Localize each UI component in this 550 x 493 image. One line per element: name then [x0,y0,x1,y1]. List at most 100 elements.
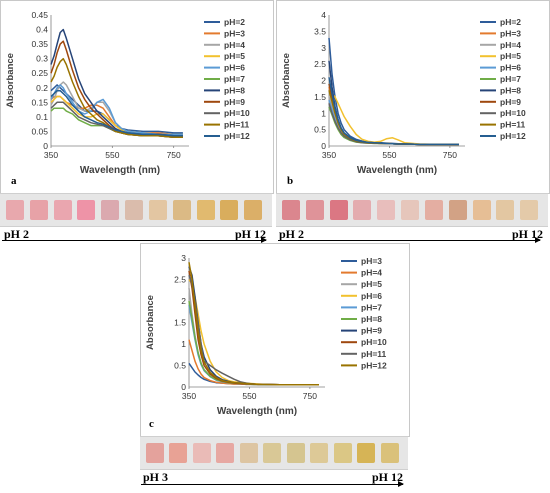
y-tick-label: 4 [321,10,326,20]
legend-label: pH=8 [224,85,245,95]
legend-label: pH=4 [500,40,521,50]
series-line-ph-9 [188,266,319,386]
film-swatch [329,200,348,220]
film-swatch [305,200,324,220]
series-line-ph-8 [50,28,183,137]
y-tick-label: 0 [181,382,186,392]
legend-label: pH=6 [224,63,245,73]
panel-letter: c [149,418,154,430]
legend-label: pH=8 [500,85,521,95]
film-swatch [424,200,443,220]
legend-label: pH=5 [500,51,521,61]
film-swatch [380,443,399,463]
legend-label: pH=8 [361,314,382,324]
y-tick-label: 1.5 [314,92,326,102]
y-tick-label: 2.5 [314,59,326,69]
film-swatch [169,443,188,463]
x-axis-label: Wavelength (nm) [80,165,160,176]
y-tick-label: 0.35 [31,39,48,49]
y-tick-label: 0.15 [31,97,48,107]
film-swatch [77,200,96,220]
film-swatch [353,200,372,220]
y-tick-label: 0.2 [36,83,48,93]
x-tick-label: 550 [382,150,396,160]
panel-letter: a [11,175,17,187]
x-tick-label: 550 [105,150,119,160]
y-tick-label: 2.5 [174,275,186,285]
legend-label: pH=5 [361,279,382,289]
y-tick-label: 1 [321,108,326,118]
series-line-ph-12 [188,262,319,386]
legend-label: pH=7 [224,74,245,84]
strip-b-start-label: pH 2 [279,227,305,241]
legend-label: pH=6 [361,291,382,301]
film-swatch [192,443,211,463]
film-strip-c [140,436,408,470]
film-swatch [310,443,329,463]
film-swatch [148,200,167,220]
y-tick-label: 0.3 [36,54,48,64]
series-line-ph-12 [50,89,183,137]
legend-label: pH=10 [500,108,526,118]
legend-label: pH=12 [361,360,387,370]
legend-label: pH=12 [500,131,526,141]
legend-label: pH=6 [500,63,521,73]
legend-label: pH=10 [361,337,387,347]
y-tick-label: 3 [181,253,186,263]
film-swatch [125,200,144,220]
film-swatch [286,443,305,463]
strip-a-start-label: pH 2 [4,227,30,241]
film-swatch [401,200,420,220]
film-swatch [172,200,191,220]
film-swatch [496,200,515,220]
legend-label: pH=12 [224,131,250,141]
x-tick-label: 750 [443,150,457,160]
y-tick-label: 0.1 [36,112,48,122]
strip-a-arrow [2,237,267,243]
film-swatch [53,200,72,220]
legend-label: pH=4 [361,268,382,278]
y-tick-label: 0.25 [31,68,48,78]
film-swatch [6,200,24,220]
strip-c-end-label: pH 12 [372,470,404,484]
x-tick-label: 350 [44,150,58,160]
chart-b-svg: 0 0.5 1 1.5 2 2.5 3 3.5 4 350 550 750 Wavelength (nm… [281,10,526,187]
x-tick-label: 750 [303,391,317,401]
legend-label: pH=3 [224,28,245,38]
strip-a-end-label: pH 12 [235,227,267,241]
film-swatch [282,200,300,220]
x-tick-label: 750 [167,150,181,160]
legend-label: pH=9 [500,97,521,107]
chart-c-svg: 0 0.5 1 1.5 2 2.5 3 350 550 750 Wavelength (nm) Abs… [145,253,387,430]
x-axis-label: Wavelength (nm) [217,406,297,417]
film-swatch [244,200,263,220]
legend-label: pH=11 [500,120,526,130]
legend-label: pH=9 [361,326,382,336]
film-swatch [220,200,239,220]
legend-label: pH=7 [500,74,521,84]
x-tick-label: 550 [242,391,256,401]
y-tick-label: 3.5 [314,26,326,36]
film-strip-a [0,193,272,227]
x-tick-label: 350 [182,391,196,401]
legend-label: pH=3 [361,256,382,266]
y-tick-label: 2 [321,76,326,86]
y-tick-label: 0.5 [174,361,186,371]
y-tick-label: 0.45 [31,10,48,20]
legend-label: pH=9 [224,97,245,107]
chart-panel-b: 0 0.5 1 1.5 2 2.5 3 3.5 4 350 550 750 Wavelength (nm… [276,0,550,194]
film-swatch [196,200,215,220]
film-swatch [239,443,258,463]
film-swatch [357,443,376,463]
strip-c-arrow [141,481,404,487]
y-tick-label: 1 [181,339,186,349]
film-swatch [216,443,235,463]
legend-label: pH=11 [224,120,250,130]
chart-a-svg: 0 0.05 0.1 0.15 0.2 0.25 0.3 0.35 0.4 0.45 350 550 7… [5,10,250,187]
film-swatch [472,200,491,220]
legend-label: pH=5 [224,51,245,61]
y-tick-label: 0.5 [314,125,326,135]
x-tick-label: 350 [322,150,336,160]
y-tick-label: 1.5 [174,318,186,328]
film-swatch [101,200,120,220]
